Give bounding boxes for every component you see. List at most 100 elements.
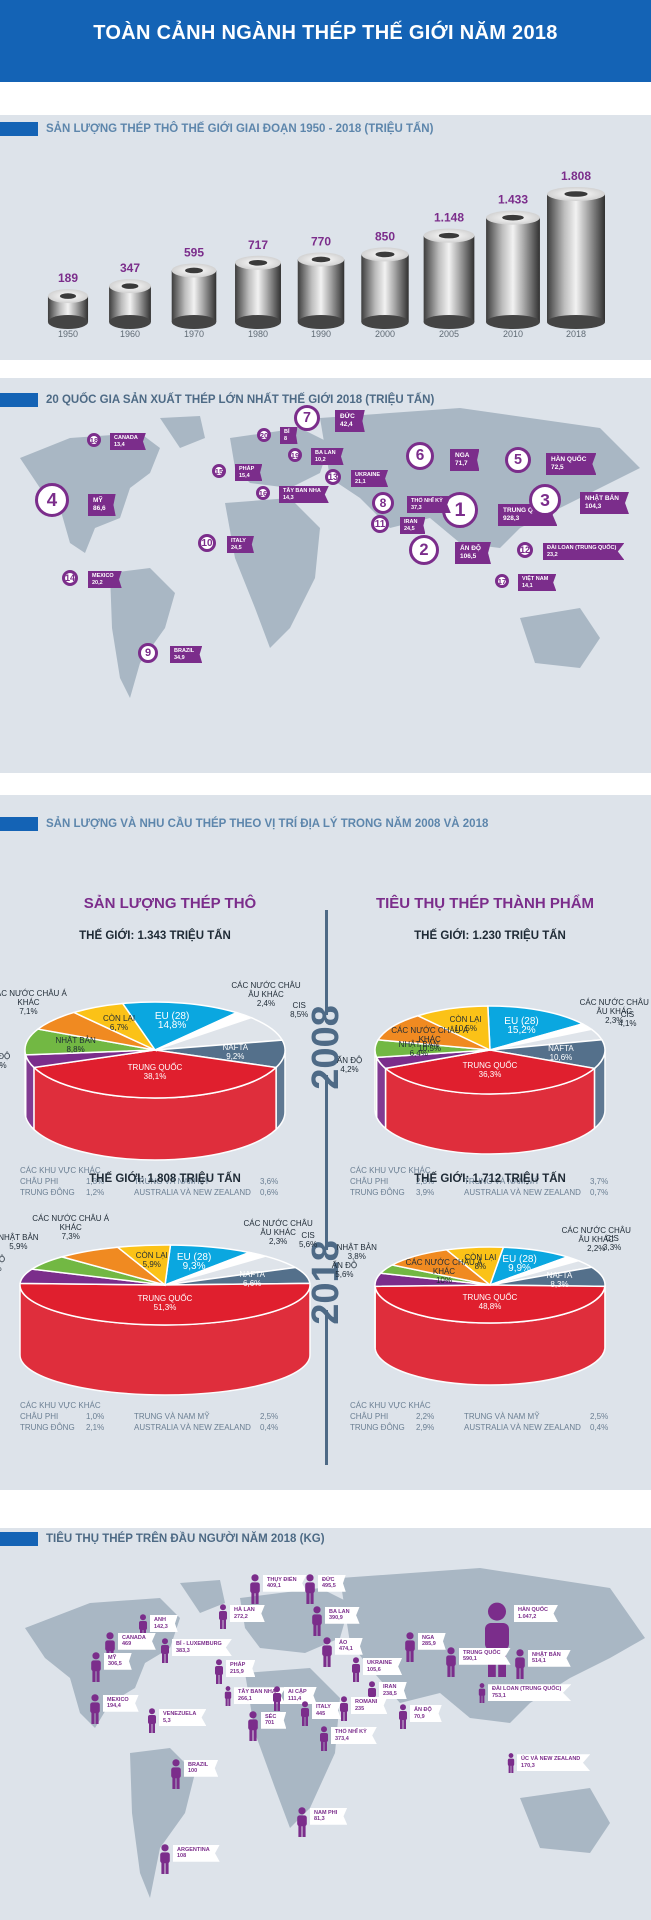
country-tag: BỈ - LUXEMBURG 383,3 <box>172 1639 232 1656</box>
pie-slice-label: CÒN LẠI 10,5% <box>426 1015 506 1033</box>
country-value: 469 <box>122 1641 132 1648</box>
pie-slice-label: CÒN LẠI 5,9% <box>112 1251 192 1269</box>
person-icon <box>214 1659 224 1685</box>
other-regions-heading: CÁC KHU VỰC KHÁC <box>20 1401 101 1410</box>
slice-pct: 6,4% <box>409 1049 428 1059</box>
other-regions-cell: TRUNG ĐÔNG <box>20 1188 75 1197</box>
other-regions-cell: 1,0% <box>86 1412 105 1421</box>
slice-pct: 4,1% <box>618 1019 637 1029</box>
bar-value-label: 1.148 <box>434 211 464 225</box>
person-figure <box>340 1696 348 1721</box>
bar-value-label: 770 <box>311 234 331 248</box>
year-tick-label: 1990 <box>311 329 331 339</box>
other-regions-cell: CHÂU PHI <box>350 1177 389 1186</box>
other-regions-cell: CHÂU PHI <box>20 1412 59 1421</box>
slice-pct: 5,6% <box>298 1240 318 1250</box>
country-tag: IRAN 24,5 <box>400 517 426 534</box>
country-name: BA LAN <box>315 450 336 456</box>
section-title-bar <box>0 817 38 831</box>
col-right-heading: TIÊU THỤ THÉP THÀNH PHẨM <box>375 895 595 912</box>
country-value: 495,5 <box>322 1583 336 1590</box>
slice-pct: 38,1% <box>143 1071 167 1081</box>
country-name: UKRAINE <box>355 472 381 478</box>
slice-pct: 6,7% <box>109 1023 129 1033</box>
country-tag: THỔ NHĨ KỲ 37,3 <box>407 496 451 513</box>
person-figure <box>248 1710 258 1741</box>
country-tag: PHÁP 15,4 <box>235 464 263 481</box>
country-tag: BỈ 8 <box>280 427 298 444</box>
slice-name: CÁC NƯỚC CHÂU Á KHÁC <box>32 1214 110 1233</box>
country-value: 235 <box>355 1705 365 1712</box>
producers-section-title: 20 QUỐC GIA SẢN XUẤT THÉP LỚN NHẤT THẾ G… <box>0 393 434 407</box>
pie-slice-label: NAFTA 6,6% <box>212 1270 292 1288</box>
year-tick-label: 1960 <box>120 329 140 339</box>
country-name: NAM PHI <box>314 1809 338 1816</box>
other-regions-table: CHÂU PHI 1,3% TRUNG VÀ NAM MỸ 3,6% TRUNG ĐÔN… <box>20 1176 284 1198</box>
bar-value-label: 189 <box>58 271 78 285</box>
page-title: TOÀN CẢNH NGÀNH THÉP THẾ GIỚI NĂM 2018 <box>93 22 558 44</box>
pie-slice-label: ẤN ĐỘ5,9% <box>0 1255 32 1273</box>
slice-name: CÒN LẠI <box>464 1252 497 1262</box>
country-value: 81,3 <box>314 1816 325 1823</box>
pie-slice-label: NAFTA 9,2% <box>195 1043 275 1061</box>
slice-name: NAFTA <box>546 1270 573 1280</box>
pie-slice-label: CÁC NƯỚC CHÂU ÂU KHÁC 2,3% <box>238 1219 318 1246</box>
slice-pct: 36,3% <box>478 1069 502 1079</box>
pie-world-total: THẾ GIỚI: 1.343 TRIỆU TẤN <box>79 930 231 942</box>
person-icon <box>339 1696 349 1722</box>
slice-pct: 8,5% <box>290 1010 309 1020</box>
other-regions-cell: 2,5% <box>590 1412 609 1421</box>
country-name: MEXICO <box>107 1696 129 1703</box>
country-value: 20,2 <box>92 579 103 586</box>
country-tag: TRUNG QUỐC 590,1 <box>459 1647 511 1665</box>
slice-pct: 4,2% <box>340 1064 359 1074</box>
pie-depth <box>24 1049 286 1161</box>
pie-world-total: THẾ GIỚI: 1.808 TRIỆU TẤN <box>89 1173 241 1185</box>
rank-badge: 14 <box>62 570 78 586</box>
country-tag: TÂY BAN NHA 266,1 <box>234 1687 286 1705</box>
country-value: 108 <box>177 1853 187 1860</box>
other-regions-heading: CÁC KHU VỰC KHÁC <box>350 1401 431 1410</box>
pie-chart-1 <box>24 1001 286 1161</box>
bar-value-label: 850 <box>375 229 395 243</box>
person-figure <box>305 1573 315 1604</box>
country-name: BỈ <box>284 429 290 435</box>
rank-badge: 8 <box>372 492 394 514</box>
slice-name: TRUNG QUỐC <box>137 1294 193 1303</box>
other-regions-cell: 3,9% <box>416 1188 435 1197</box>
slice-name: CIS <box>605 1234 619 1244</box>
slice-pct: 2,3% <box>269 1237 288 1247</box>
other-regions-cell: TRUNG VÀ NAM MỸ <box>464 1412 540 1421</box>
slice-pct: 3,3% <box>603 1243 622 1253</box>
other-regions-cell: AUSTRALIA VÀ NEW ZEALAND <box>134 1188 251 1197</box>
person-figure <box>399 1704 407 1729</box>
slice-name: CIS <box>620 1010 635 1020</box>
slice-name: TRUNG QUỐC <box>462 1293 518 1303</box>
rank-badge: 3 <box>529 484 561 516</box>
pie-chart-3 <box>19 1244 311 1396</box>
country-tag: SÉC 701 <box>261 1711 287 1729</box>
country-value: 72,5 <box>551 464 564 471</box>
rank-badge: 19 <box>288 448 302 462</box>
pie-slice <box>71 1002 158 1052</box>
slice-name: CÁC NƯỚC CHÂU ÂU KHÁC <box>561 1225 631 1244</box>
person-figure <box>446 1646 456 1677</box>
country-name: ITALY <box>231 538 246 544</box>
pie-slice-label: NHẬT BẢN 6,4% <box>379 1040 459 1058</box>
other-regions-table: CHÂU PHI 2,2% TRUNG VÀ NAM MỸ 2,5% TRUNG ĐÔN… <box>350 1411 614 1433</box>
country-tag: MEXICO 20,2 <box>88 571 122 588</box>
pie-slice-label: NHẬT BẢN 5,9% <box>0 1233 58 1251</box>
pie-slice-label: CÁC NƯỚC CHÂU ÂU KHÁC 2,4% <box>226 981 306 1008</box>
country-value: 590,1 <box>463 1656 477 1663</box>
pie-slice <box>390 1249 491 1286</box>
slice-pct: 9,2% <box>226 1052 245 1062</box>
rank-badge: 16 <box>256 486 270 500</box>
country-value: 70,9 <box>414 1713 425 1720</box>
pie-slice-label: EU (28) 9,3% <box>154 1252 234 1271</box>
other-regions-cell: 0,4% <box>260 1423 279 1432</box>
person-icon <box>159 1843 171 1875</box>
australia-shape <box>520 608 600 668</box>
person-figure <box>148 1708 156 1733</box>
person-figure <box>515 1648 525 1679</box>
person-figure <box>273 1686 281 1711</box>
